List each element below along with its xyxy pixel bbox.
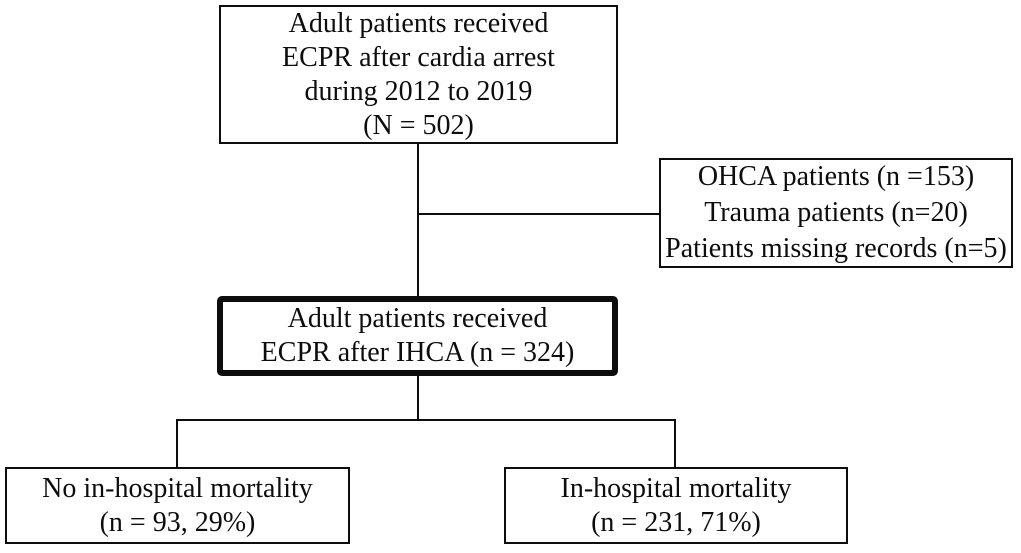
box-enrollment-line: during 2012 to 2019 (304, 75, 533, 107)
connector-to-exclusions (418, 213, 659, 215)
box-ihca-cohort: Adult patients received ECPR after IHCA … (217, 296, 618, 376)
box-mortality-line: (n = 231, 71%) (591, 506, 761, 538)
box-enrollment-line: Adult patients received (288, 7, 549, 39)
box-no-mortality-line: (n = 93, 29%) (99, 506, 256, 538)
connector-enrollment-to-ihca (417, 144, 419, 296)
box-enrollment-line: (N = 502) (363, 109, 474, 141)
box-no-mortality: No in-hospital mortality (n = 93, 29%) (5, 467, 350, 544)
box-mortality-line: In-hospital mortality (560, 472, 792, 504)
connector-branch-to-survivors (176, 419, 178, 467)
box-ihca-line: Adult patients received (287, 303, 548, 334)
box-no-mortality-line: No in-hospital mortality (42, 472, 313, 504)
box-exclusions: OHCA patients (n =153) Trauma patients (… (659, 158, 1013, 268)
box-mortality: In-hospital mortality (n = 231, 71%) (504, 467, 848, 544)
box-ihca-line: ECPR after IHCA (n = 324) (260, 337, 575, 368)
box-exclusions-line: OHCA patients (n =153) (697, 161, 975, 192)
box-exclusions-line: Trauma patients (n=20) (704, 197, 968, 228)
connector-branch-horizontal (176, 419, 676, 421)
box-exclusions-line: Patients missing records (n=5) (665, 233, 1007, 264)
connector-ihca-to-branch (417, 376, 419, 421)
box-enrollment: Adult patients received ECPR after cardi… (219, 5, 618, 144)
box-enrollment-line: ECPR after cardia arrest (282, 41, 555, 73)
connector-branch-to-deaths (674, 419, 676, 467)
